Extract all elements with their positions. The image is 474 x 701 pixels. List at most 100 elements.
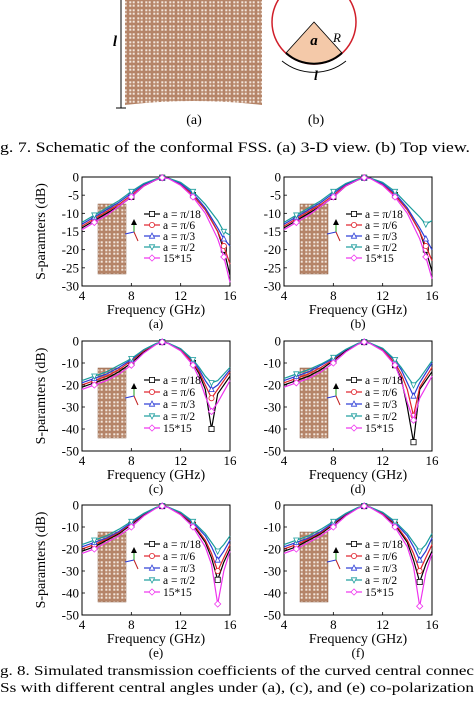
legend-entry-flat: 15*15 [144,423,192,435]
legend-label: a = π/2 [163,575,195,587]
y-tick-label: 0 [73,498,80,513]
y-tick-label: -10 [264,356,281,371]
y-tick-label: -50 [264,444,281,459]
data-point-marker [391,188,399,196]
data-point-marker [90,545,98,553]
x-tick-label: 4 [79,453,86,468]
data-point-marker [416,556,423,563]
x-tick-label: 8 [330,453,337,468]
y-tick-label: -20 [62,542,79,557]
data-point-marker [350,376,357,383]
data-point-marker [90,218,98,227]
data-point-marker [189,523,197,531]
y-tick-label: 0 [275,334,282,349]
data-point-marker [350,413,358,420]
data-point-marker [208,380,215,387]
data-point-marker [292,545,300,553]
data-point-marker [350,210,357,217]
data-point-marker [329,193,337,201]
legend-entry-a_pi3: a = π/3 [144,231,195,243]
x-axis-label: Frequency (GHz) [309,468,408,483]
data-point-marker [208,425,215,432]
legend-label: a = π/3 [163,399,195,411]
data-point-marker [158,502,166,510]
arc-label-l: l [314,69,318,84]
data-point-marker [128,188,135,196]
data-point-marker [148,210,155,217]
y-tick-label: -20 [264,378,281,393]
x-tick-label: 12 [174,288,187,303]
data-point-marker [329,523,337,531]
data-point-marker [214,576,221,583]
legend-entry-a_pi18: a = π/18 [346,539,403,551]
panel-label: (b) [350,316,365,331]
data-point-marker [350,221,357,228]
data-point-marker [214,556,221,563]
legend-label: a = π/3 [365,399,397,411]
legend-label: a = π/2 [365,242,397,254]
x-tick-label: 4 [79,617,86,632]
data-point-marker [214,548,221,556]
chart-panel: 4 8 12 16 0 -10 -20 -30 -40 -50 Frequency (GHz) S-p… [34,498,237,661]
panel-b-label: (b) [308,113,325,128]
x-axis-arrow-icon [133,559,139,570]
panel-label: (d) [350,481,365,496]
y-tick-label: 0 [275,498,282,513]
legend-entry-a_pi2: a = π/2 [144,575,195,587]
legend-entry-a_pi6: a = π/6 [346,387,397,399]
fss-model-inset [299,367,329,439]
y-tick-label: -50 [62,608,79,623]
data-point-marker [148,541,155,548]
legend-entry-flat: 15*15 [346,253,394,265]
legend-label: 15*15 [365,587,394,599]
panel-label: (a) [149,316,163,331]
series-line-flat [283,341,433,423]
panel-label: (f) [352,645,365,660]
data-point-marker [391,523,399,531]
data-point-marker [207,407,216,416]
x-tick-label: 8 [330,288,337,303]
data-point-marker [391,193,399,201]
x-tick-label: 12 [376,453,389,468]
legend-label: 15*15 [365,423,394,435]
chart-panel: 4 8 12 16 0 -10 -20 -30 -40 -50 Frequency (GHz)(f)… [264,498,439,661]
y-tick-label: -30 [264,564,281,579]
legend-entry-a_pi2: a = π/2 [144,242,195,254]
data-point-marker [148,232,156,239]
legend-label: a = π/18 [365,375,403,387]
fig8-caption-line2: Ss with different central angles under (… [0,681,474,696]
y-tick-label: -30 [62,564,79,579]
data-point-marker [189,361,197,369]
data-point-marker [148,553,155,560]
panel-label: (e) [149,645,163,660]
data-point-marker [416,548,423,556]
y-tick-label: -10 [264,206,281,221]
x-axis-arrow-icon [133,395,139,406]
x-tick-label: 16 [426,617,440,632]
legend-label: a = π/18 [163,375,201,387]
data-point-marker [148,588,156,596]
radius-label-R: R [332,30,341,45]
legend-entry-a_pi18: a = π/18 [144,209,201,221]
fig7-panel-a: l (a) [113,0,262,128]
data-point-marker [330,354,337,362]
legend-label: a = π/18 [163,209,201,221]
y-tick-label: -20 [264,242,281,257]
legend-label: a = π/6 [163,220,195,232]
data-point-marker [128,355,135,363]
data-point-marker [220,234,228,242]
data-point-marker [350,541,357,548]
legend-label: a = π/3 [365,231,397,243]
data-point-marker [148,577,156,584]
data-point-marker [148,400,156,407]
data-point-marker [292,218,300,227]
data-point-marker [416,579,423,586]
legend-entry-a_pi3: a = π/3 [346,231,397,243]
x-axis-arrow-icon [335,559,341,570]
data-point-marker [416,602,424,610]
legend-label: a = π/18 [365,209,403,221]
y-tick-label: -40 [264,422,281,437]
y-tick-label: -40 [62,422,79,437]
legend-entry-a_pi18: a = π/18 [144,375,201,387]
y-axis-label: S-paramters (dB) [34,183,49,280]
